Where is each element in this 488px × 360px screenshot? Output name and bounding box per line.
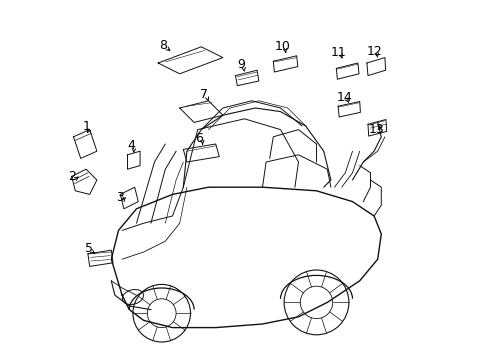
Text: 7: 7 bbox=[200, 88, 208, 101]
Text: 8: 8 bbox=[159, 39, 167, 51]
Text: 11: 11 bbox=[329, 46, 346, 59]
Text: 4: 4 bbox=[127, 139, 135, 152]
Text: 13: 13 bbox=[368, 123, 384, 136]
Text: 14: 14 bbox=[336, 91, 351, 104]
Text: 3: 3 bbox=[116, 191, 124, 204]
Text: 2: 2 bbox=[68, 170, 76, 183]
Text: 12: 12 bbox=[366, 45, 381, 58]
Text: 5: 5 bbox=[85, 242, 93, 255]
Text: 9: 9 bbox=[237, 58, 244, 71]
Text: 1: 1 bbox=[82, 120, 91, 132]
Text: 10: 10 bbox=[274, 40, 290, 53]
Text: 6: 6 bbox=[195, 132, 203, 145]
